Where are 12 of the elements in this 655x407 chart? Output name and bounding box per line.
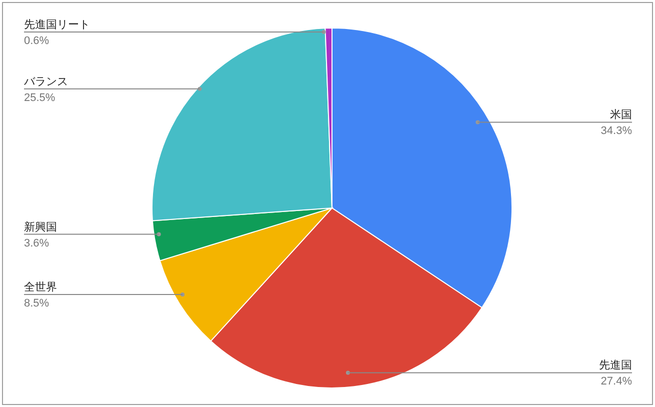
slice-label: バランス [23, 74, 68, 88]
slice-label: 先進国 [599, 358, 632, 372]
slice-label: 全世界 [24, 280, 57, 294]
data-label: 34.3% [600, 125, 632, 138]
data-label: 0.6% [24, 35, 50, 48]
slice-label: 先進国リート [24, 18, 90, 32]
data-label: 8.5% [24, 297, 50, 310]
data-label: 27.4% [600, 376, 632, 388]
data-label: 25.5% [24, 92, 56, 104]
slice-label: 米国 [610, 108, 632, 122]
slice-label: 新興国 [24, 220, 57, 234]
data-label: 3.6% [24, 237, 50, 250]
